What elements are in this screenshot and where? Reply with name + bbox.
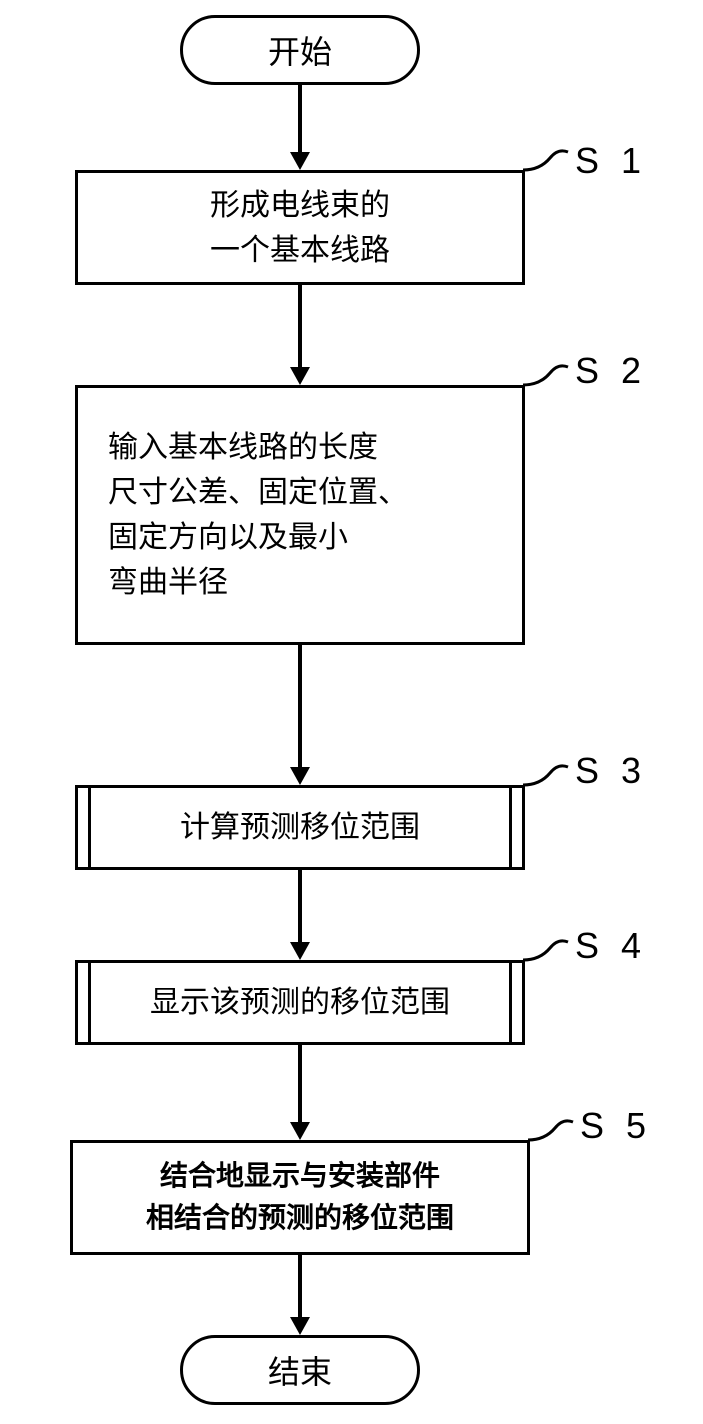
edge-s4-s5 [298,1045,302,1122]
arrow-s4-s5 [290,1122,310,1140]
s2-text: 输入基本线路的长度 尺寸公差、固定位置、 固定方向以及最小 弯曲半径 [108,425,408,605]
s5-node: 结合地显示与安装部件 相结合的预测的移位范围 [70,1140,530,1255]
arrow-s2-s3 [290,767,310,785]
s1-text: 形成电线束的 一个基本线路 [210,183,390,273]
flowchart-container: 开始 形成电线束的 一个基本线路 S 1 输入基本线路的长度 尺寸公差、固定位置… [0,0,703,1424]
s4-label-curve [520,930,575,970]
edge-s5-end [298,1255,302,1317]
edge-s2-s3 [298,645,302,767]
arrow-s5-end [290,1317,310,1335]
s4-node: 显示该预测的移位范围 [75,960,525,1045]
edge-s1-s2 [298,285,302,367]
arrow-start-s1 [290,152,310,170]
s3-text: 计算预测移位范围 [180,805,420,850]
s5-text: 结合地显示与安装部件 相结合的预测的移位范围 [146,1156,454,1240]
s2-label: S 2 [575,350,647,392]
start-node: 开始 [180,15,420,85]
s3-node: 计算预测移位范围 [75,785,525,870]
edge-s3-s4 [298,870,302,942]
s1-label-curve [520,140,575,180]
s1-node: 形成电线束的 一个基本线路 [75,170,525,285]
s3-label-curve [520,755,575,795]
arrow-s3-s4 [290,942,310,960]
end-node: 结束 [180,1335,420,1405]
edge-start-s1 [298,85,302,152]
s3-label: S 3 [575,750,647,792]
s5-label-curve [525,1110,580,1150]
s1-label: S 1 [575,140,647,182]
start-text: 开始 [268,27,332,73]
s2-label-curve [520,355,575,395]
s5-label: S 5 [580,1105,652,1147]
arrow-s1-s2 [290,367,310,385]
s4-text: 显示该预测的移位范围 [150,980,450,1025]
end-text: 结束 [268,1347,332,1393]
s2-node: 输入基本线路的长度 尺寸公差、固定位置、 固定方向以及最小 弯曲半径 [75,385,525,645]
s4-label: S 4 [575,925,647,967]
